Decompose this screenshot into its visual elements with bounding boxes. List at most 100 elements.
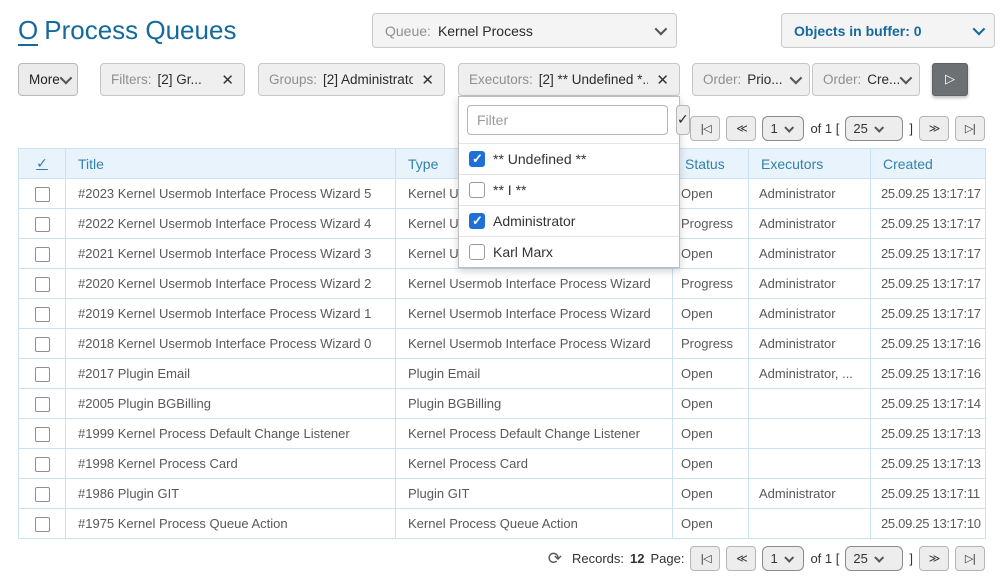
table-row[interactable]: #2019 Kernel Usermob Interface Process W… (18, 298, 986, 329)
filters-chip-label: Filters: (111, 72, 152, 87)
last-page-button[interactable]: ▷| (955, 116, 985, 141)
cell-status: Open (672, 238, 749, 269)
row-select-cell (18, 178, 66, 209)
play-icon: ▷ (945, 72, 955, 87)
next-page-button[interactable]: ≫ (919, 116, 949, 141)
row-checkbox[interactable] (34, 486, 50, 502)
dropdown-filter-input[interactable] (467, 105, 668, 135)
option-checkbox[interactable] (469, 244, 485, 260)
option-label: Administrator (493, 213, 576, 229)
cell-status: Progress (672, 208, 749, 239)
buffer-select[interactable]: Objects in buffer: 0 (781, 13, 995, 48)
row-checkbox[interactable] (34, 216, 50, 232)
row-checkbox[interactable] (34, 396, 50, 412)
table-row[interactable]: #2020 Kernel Usermob Interface Process W… (18, 268, 986, 299)
row-select-cell (18, 238, 66, 269)
check-icon: ✓ (677, 112, 689, 128)
next-page-button[interactable]: ≫ (919, 546, 949, 571)
prev-page-button[interactable]: ≪ (726, 546, 757, 571)
page-number-select[interactable]: 1 (762, 116, 805, 141)
cell-created: 25.09.25 13:17:17 (870, 238, 986, 269)
page-title: O Process Queues (18, 15, 237, 47)
close-icon[interactable]: ✕ (221, 70, 234, 89)
queue-select[interactable]: Queue: Kernel Process (372, 13, 677, 48)
row-checkbox[interactable] (34, 186, 50, 202)
option-checkbox[interactable] (469, 151, 485, 167)
groups-chip[interactable]: Groups: [2] Administrators... ✕ (258, 63, 445, 96)
option-checkbox[interactable] (469, 182, 485, 198)
row-select-cell (18, 448, 66, 479)
row-checkbox[interactable] (34, 336, 50, 352)
table-row[interactable]: #1998 Kernel Process Card Kernel Process… (18, 448, 986, 479)
row-select-cell (18, 418, 66, 449)
cell-title: #2019 Kernel Usermob Interface Process W… (65, 298, 396, 329)
table-row[interactable]: #2005 Plugin BGBilling Plugin BGBilling … (18, 388, 986, 419)
row-checkbox[interactable] (34, 456, 50, 472)
page-size-select[interactable]: 25 (845, 116, 904, 141)
page-size-select[interactable]: 25 (845, 546, 904, 571)
executors-chip[interactable]: Executors: [2] ** Undefined *... ✕ (458, 63, 680, 96)
row-select-cell (18, 208, 66, 239)
logo-link[interactable]: O (18, 15, 39, 47)
first-page-button[interactable]: |◁ (690, 546, 721, 571)
cell-type: Kernel Usermob Interface Process Wizard (395, 268, 673, 299)
table-row[interactable]: #2017 Plugin Email Plugin Email Open Adm… (18, 358, 986, 389)
cell-status: Open (672, 508, 749, 539)
select-all-header[interactable]: ✓ (18, 148, 66, 179)
cell-title: #2022 Kernel Usermob Interface Process W… (65, 208, 396, 239)
executor-option[interactable]: ** I ** (459, 174, 679, 205)
row-checkbox[interactable] (34, 426, 50, 442)
cell-status: Open (672, 418, 749, 449)
page-number-value: 1 (770, 121, 778, 136)
executors-chip-label: Executors: (469, 72, 533, 87)
table-row[interactable]: #1975 Kernel Process Queue Action Kernel… (18, 508, 986, 539)
more-button[interactable]: More (18, 63, 78, 96)
row-checkbox[interactable] (34, 366, 50, 382)
cell-created: 25.09.25 13:17:16 (870, 328, 986, 359)
cell-title: #2018 Kernel Usermob Interface Process W… (65, 328, 396, 359)
executor-option[interactable]: ** Undefined ** (459, 143, 679, 174)
cell-executors: Administrator (748, 268, 871, 299)
chevron-down-icon (874, 122, 885, 133)
table-row[interactable]: #2018 Kernel Usermob Interface Process W… (18, 328, 986, 359)
cell-created: 25.09.25 13:17:17 (870, 178, 986, 209)
cell-created: 25.09.25 13:17:17 (870, 298, 986, 329)
close-icon[interactable]: ✕ (656, 70, 669, 89)
column-status[interactable]: Status (672, 148, 749, 179)
chevron-down-icon (783, 122, 794, 133)
executors-chip-value: [2] ** Undefined *... (538, 72, 649, 87)
order-created-select[interactable]: Order: Cre... (812, 63, 920, 96)
dropdown-apply-button[interactable]: ✓ (676, 105, 690, 135)
page-number-select[interactable]: 1 (762, 546, 805, 571)
refresh-icon[interactable]: ⟳ (547, 548, 562, 569)
cell-executors: Administrator (748, 238, 871, 269)
order-priority-select[interactable]: Order: Prio... (692, 63, 810, 96)
order-select-value: Prio... (747, 72, 783, 87)
groups-chip-label: Groups: (269, 72, 318, 87)
table-row[interactable]: #1999 Kernel Process Default Change List… (18, 418, 986, 449)
page-title-text: Process Queues (44, 15, 237, 45)
chevron-down-icon (899, 71, 913, 85)
column-title[interactable]: Title (65, 148, 396, 179)
run-button[interactable]: ▷ (932, 63, 968, 96)
first-page-button[interactable]: |◁ (690, 116, 721, 141)
prev-page-button[interactable]: ≪ (726, 116, 757, 141)
order-select-label: Order: (703, 72, 742, 87)
row-checkbox[interactable] (34, 306, 50, 322)
column-created[interactable]: Created (870, 148, 986, 179)
filters-chip[interactable]: Filters: [2] Gr... ✕ (100, 63, 245, 96)
row-checkbox[interactable] (34, 276, 50, 292)
row-checkbox[interactable] (34, 516, 50, 532)
check-all-icon[interactable]: ✓ (36, 156, 48, 172)
cell-executors: Administrator (748, 208, 871, 239)
last-page-button[interactable]: ▷| (955, 546, 985, 571)
table-row[interactable]: #1986 Plugin GIT Plugin GIT Open Adminis… (18, 478, 986, 509)
row-checkbox[interactable] (34, 246, 50, 262)
cell-status: Open (672, 448, 749, 479)
executor-option[interactable]: Administrator (459, 205, 679, 236)
row-select-cell (18, 508, 66, 539)
option-checkbox[interactable] (469, 213, 485, 229)
executor-option[interactable]: Karl Marx (459, 236, 679, 267)
close-icon[interactable]: ✕ (421, 70, 434, 89)
column-executors[interactable]: Executors (748, 148, 871, 179)
